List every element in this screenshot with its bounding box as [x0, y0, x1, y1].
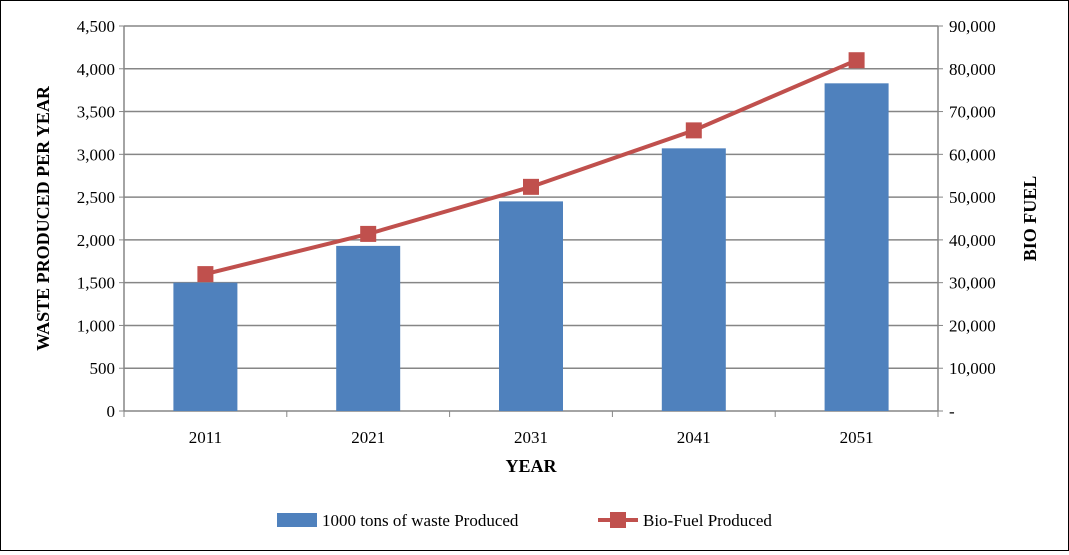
- y2-tick-label: 60,000: [949, 145, 996, 164]
- bio-fuel-marker-2031: [523, 178, 539, 195]
- y2-tick-label: 40,000: [949, 231, 996, 250]
- y-tick-label: 500: [90, 359, 116, 378]
- y2-tick-label: 90,000: [949, 17, 996, 36]
- bio-fuel-marker-2011: [197, 266, 214, 283]
- y-tick-label: 0: [107, 402, 116, 421]
- y-tick-label: 1,000: [77, 316, 115, 335]
- y-tick-label: 4,500: [77, 17, 115, 36]
- y2-tick-label: 20,000: [949, 316, 996, 335]
- legend-bar-label: 1000 tons of waste Produced: [322, 511, 519, 530]
- x-tick-label: 2021: [351, 428, 385, 447]
- y-tick-label: 3,500: [77, 103, 115, 122]
- x-tick-label: 2031: [514, 428, 548, 447]
- bar-2041: [661, 148, 726, 411]
- legend-line-label: Bio-Fuel Produced: [643, 511, 772, 530]
- bar-2031: [499, 201, 563, 411]
- bio-fuel-marker-2041: [685, 122, 702, 139]
- y-tick-label: 2,500: [77, 188, 115, 207]
- y-tick-label: 1,500: [77, 274, 115, 293]
- y2-tick-label: 80,000: [949, 60, 996, 79]
- x-axis-title: YEAR: [505, 456, 557, 476]
- y-axis-title: WASTE PRODUCED PER YEAR: [33, 85, 53, 351]
- bar-2011: [173, 282, 238, 411]
- x-tick-label: 2041: [677, 428, 711, 447]
- y-tick-label: 3,000: [77, 145, 115, 164]
- x-tick-label: 2011: [189, 428, 222, 447]
- bar-2051: [824, 83, 889, 412]
- bio-fuel-marker-2021: [360, 225, 377, 242]
- x-tick-label: 2051: [840, 428, 874, 447]
- y2-tick-label: 50,000: [949, 188, 996, 207]
- legend-bar-swatch: [277, 513, 317, 527]
- legend-line-marker: [610, 512, 626, 528]
- y2-tick-label: 30,000: [949, 274, 996, 293]
- bio-fuel-marker-2051: [848, 52, 865, 69]
- y2-axis-title: BIO FUEL: [1020, 176, 1040, 262]
- y-tick-label: 4,000: [77, 60, 115, 79]
- y2-tick-label: -: [949, 402, 955, 421]
- y2-tick-label: 70,000: [949, 103, 996, 122]
- y-tick-label: 2,000: [77, 231, 115, 250]
- bar-2021: [336, 245, 401, 411]
- y2-tick-label: 10,000: [949, 359, 996, 378]
